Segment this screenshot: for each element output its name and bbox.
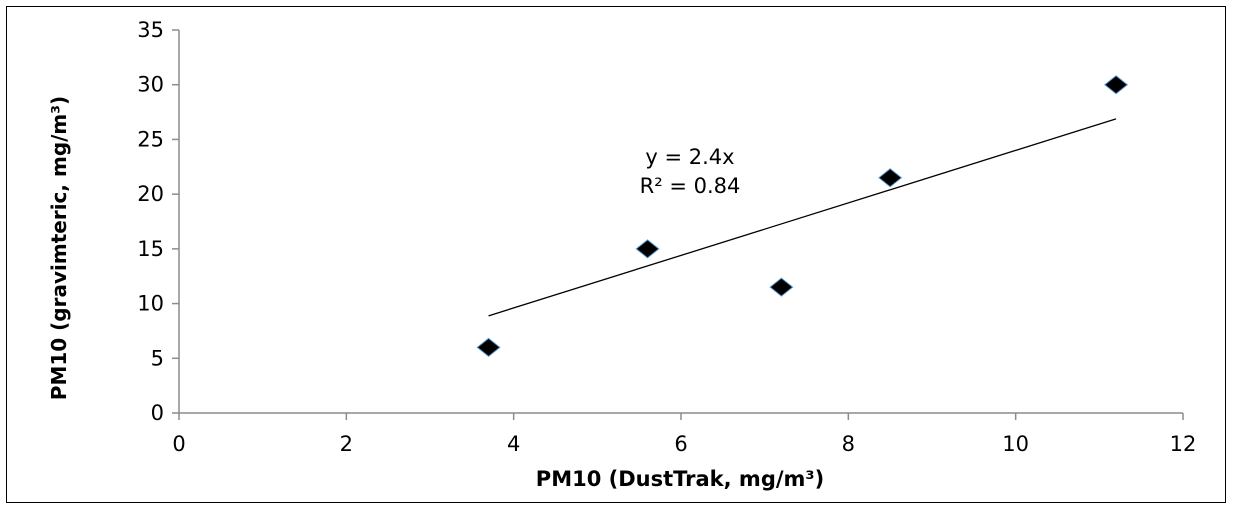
data-point-4 (1104, 75, 1129, 95)
x-tick-label-2: 4 (507, 432, 520, 456)
x-tick-label-5: 10 (1002, 432, 1029, 456)
y-tick-label-7: 35 (137, 18, 164, 42)
x-tick-label-0: 0 (172, 432, 185, 456)
x-axis-title: PM10 (DustTrak, mg/m³) (536, 467, 824, 491)
x-tick-label-3: 6 (674, 432, 687, 456)
trendline (488, 118, 1117, 317)
x-ticks: 0 2 4 6 8 10 12 (172, 413, 1196, 456)
equation-label: y = 2.4x (645, 145, 734, 169)
x-tick-label-1: 2 (340, 432, 353, 456)
x-tick-label-6: 12 (1170, 432, 1197, 456)
x-tick-label-4: 8 (842, 432, 855, 456)
y-tick-label-6: 30 (137, 73, 164, 97)
data-point-3 (878, 168, 903, 188)
data-point-2 (769, 277, 794, 297)
y-tick-label-1: 5 (151, 346, 164, 370)
y-tick-label-3: 15 (137, 237, 164, 261)
r-squared-label: R² = 0.84 (640, 174, 741, 198)
y-tick-label-2: 10 (137, 292, 164, 316)
y-axis-title: PM10 (gravimteric, mg/m³) (47, 96, 71, 400)
data-point-0 (476, 337, 501, 357)
y-tick-label-5: 25 (137, 127, 164, 151)
axes (178, 30, 1183, 414)
data-points (476, 75, 1129, 357)
y-ticks: 0 5 10 15 20 25 30 35 (137, 18, 179, 425)
data-point-1 (635, 239, 660, 259)
y-tick-label-4: 20 (137, 182, 164, 206)
chart-frame (6, 6, 1226, 503)
y-tick-label-0: 0 (151, 401, 164, 425)
